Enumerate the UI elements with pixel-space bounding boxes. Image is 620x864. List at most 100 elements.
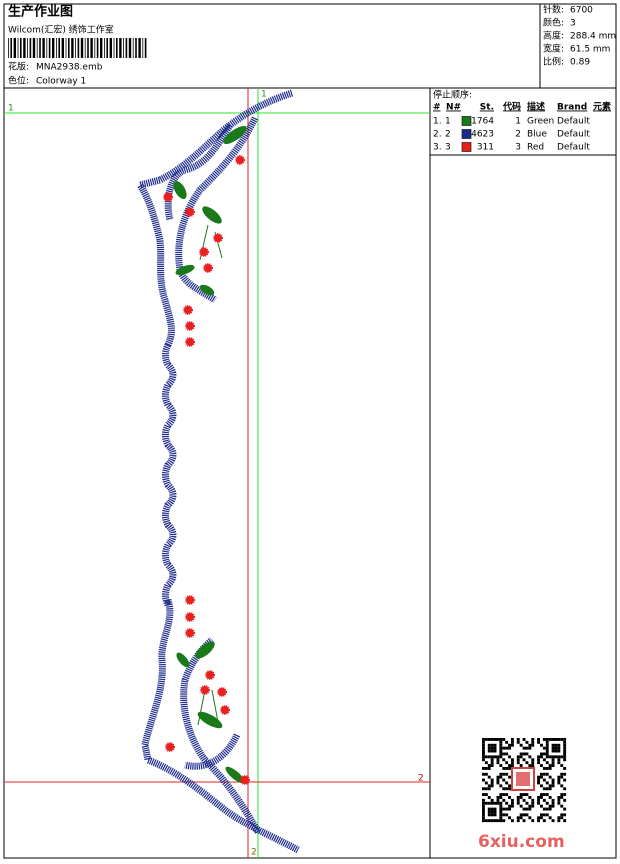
qr-module [560,772,564,776]
colorway-label: 色位: [8,75,29,87]
leaf [175,264,195,276]
stitch-path [162,343,177,607]
qr-module [490,798,494,802]
qr-module [490,813,494,817]
qr-module [519,813,523,817]
column-header: # [433,103,441,113]
qr-module [528,764,532,767]
qr-module [499,746,503,750]
qr-module [551,778,555,782]
qr-module [499,749,503,753]
qr-module [557,816,561,820]
qr-module [545,743,549,747]
qr-module [482,801,485,805]
qr-module [540,804,543,808]
qr-module [505,807,509,811]
qr-module [551,738,555,741]
qr-module [499,775,503,779]
qr-module [528,804,532,808]
star [163,192,173,202]
qr-module [545,740,549,744]
color-swatch [461,142,472,152]
qr-module [508,767,511,770]
qr-module [487,764,491,767]
qr-module [493,807,497,811]
bar [42,38,45,58]
bar [123,38,124,58]
qr-module [496,778,500,782]
qr-module [482,810,485,814]
qr-module [482,772,485,776]
qr-module [482,778,485,782]
qr-module [499,743,503,747]
qr-module [531,743,535,747]
qr-module [522,746,526,750]
qr-module [499,764,503,767]
star [185,628,195,638]
qr-module [545,767,549,770]
qr-module [557,755,561,759]
qr-module [560,796,564,799]
qr-module [531,740,535,744]
qr-module [551,764,555,767]
qr-module [484,801,488,805]
qr-module [551,801,555,805]
qr-module [563,740,567,744]
qr-module [482,758,485,762]
star [220,705,230,715]
qr-module [545,807,549,811]
qr-module [496,796,500,799]
qr-module [551,798,555,802]
qr-module [557,781,561,785]
qr-module [499,801,503,805]
qr-module [557,801,561,805]
bar [75,38,76,58]
qr-module [560,738,564,741]
qr-module [537,740,540,744]
qr-module [482,749,485,753]
bar [20,38,22,58]
stars [163,155,250,785]
description: Green [527,117,554,127]
stitches: 1764 [471,117,494,127]
qr-module [554,749,558,753]
info-label: 颜色: [543,17,564,29]
qr-module [560,816,564,820]
qr-module [484,738,488,741]
qr-module [548,804,552,808]
qr-module [496,801,500,805]
qr-module [537,755,540,759]
qr-module [563,755,567,759]
brand: Default [557,143,590,153]
qr-module [563,772,567,776]
qr-module [490,758,494,762]
qr-module [545,761,549,765]
column-header: 描述 [527,101,545,113]
info-label: 比例: [543,56,564,68]
brand: Default [557,117,590,127]
qr-module [519,743,523,747]
qr-module [487,767,491,770]
qr-module [499,816,503,820]
column-header: 代码 [502,101,521,113]
stitches: 4623 [471,130,494,140]
qr-module [537,796,540,799]
star [200,685,210,695]
qr-module [557,819,561,823]
qr-module [545,738,549,741]
bar [128,38,132,58]
qr-module [531,798,535,802]
qr-module [540,816,543,820]
bar [87,38,89,58]
stitch-path [175,116,259,303]
qr-module [484,787,488,791]
qr-module [554,743,558,747]
qr-module [560,775,564,779]
bar [65,38,67,58]
qr-module [528,796,532,799]
bar [32,38,36,58]
qr-module [496,755,500,759]
qr-module [496,775,500,779]
qr-module [484,755,488,759]
qr-module [508,796,511,799]
